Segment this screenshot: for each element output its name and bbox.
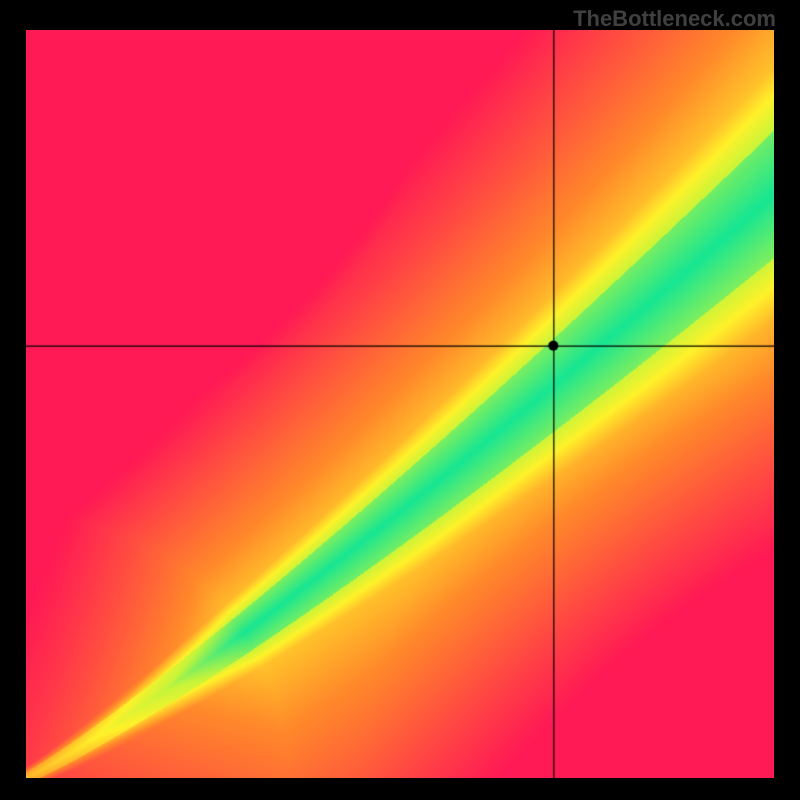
chart-frame: TheBottleneck.com	[0, 0, 800, 800]
watermark-text: TheBottleneck.com	[573, 6, 776, 32]
heatmap-canvas	[26, 30, 774, 778]
plot-area	[26, 30, 774, 778]
